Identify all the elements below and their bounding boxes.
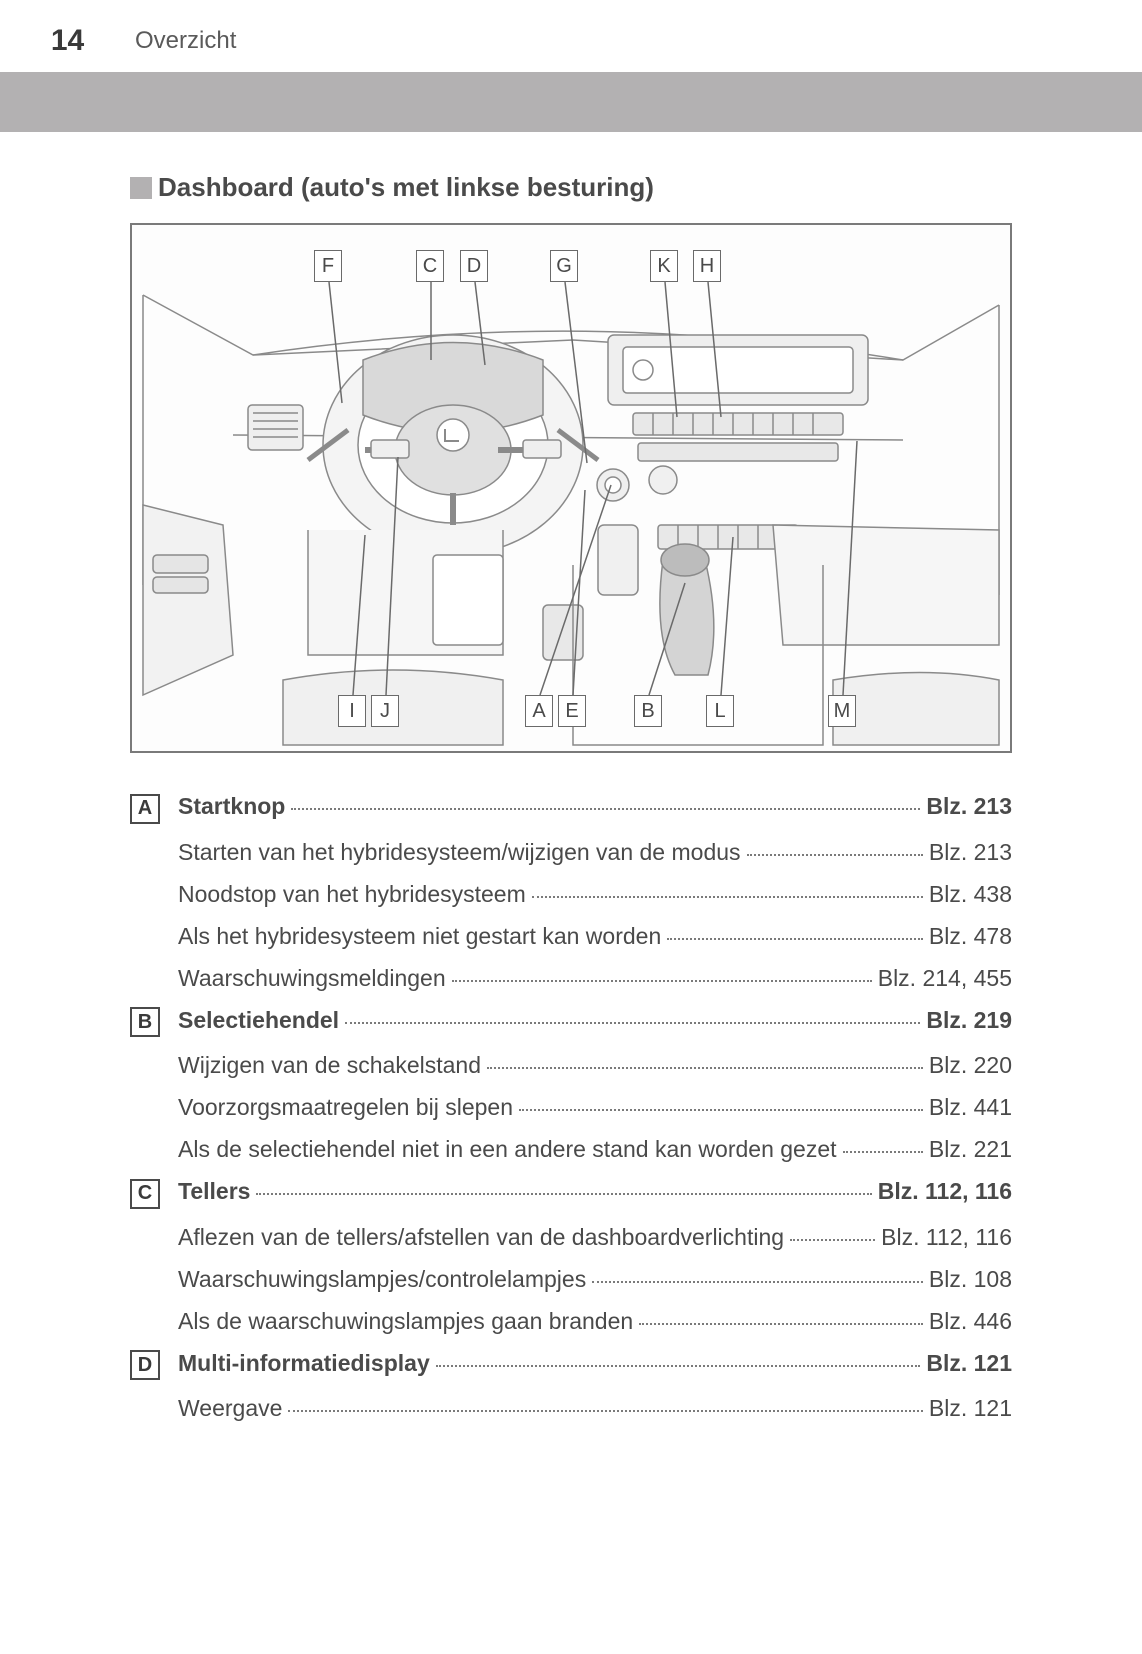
entry-leader-dots — [452, 980, 872, 982]
index-entry: Als de waarschuwingslampjes gaan branden… — [130, 1308, 1012, 1335]
entry-leader-dots — [288, 1410, 922, 1412]
callout-g: G — [550, 250, 578, 282]
index-entry: Aflezen van de tellers/afstellen van de … — [130, 1224, 1012, 1251]
index-entry: Waarschuwingslampjes/controlelampjes Blz.… — [130, 1266, 1012, 1293]
entry-page-ref: Blz. 221 — [929, 1136, 1012, 1163]
callout-i: I — [338, 695, 366, 727]
entry-page-ref: Blz. 108 — [929, 1266, 1012, 1293]
gray-band — [0, 72, 1142, 132]
entry-label: Tellers — [178, 1178, 250, 1205]
section-title: Dashboard (auto's met linkse besturing) — [158, 172, 654, 203]
entry-label: Als de waarschuwingslampjes gaan branden — [178, 1308, 633, 1335]
index-entry: Als de selectiehendel niet in een andere… — [130, 1136, 1012, 1163]
entry-leader-dots — [291, 808, 920, 810]
entry-label: Wijzigen van de schakelstand — [178, 1052, 481, 1079]
index-entry: A Startknop Blz. 213 — [130, 793, 1012, 824]
index-entry: Als het hybridesysteem niet gestart kan … — [130, 923, 1012, 950]
page-content: Dashboard (auto's met linkse besturing) — [0, 132, 1142, 1422]
index-entry: Weergave Blz. 121 — [130, 1395, 1012, 1422]
entry-label: Waarschuwingslampjes/controlelampjes — [178, 1266, 586, 1293]
entry-label: Als het hybridesysteem niet gestart kan … — [178, 923, 661, 950]
index-entry: C Tellers Blz. 112, 116 — [130, 1178, 1012, 1209]
callout-m: M — [828, 695, 856, 727]
index-entry: D Multi-informatiedisplay Blz. 121 — [130, 1350, 1012, 1381]
entry-letter-b: B — [130, 1007, 160, 1037]
page-number: 14 — [0, 24, 135, 58]
entry-leader-dots — [747, 854, 923, 856]
callout-d: D — [460, 250, 488, 282]
entry-page-ref: Blz. 220 — [929, 1052, 1012, 1079]
index-entry: Waarschuwingsmeldingen Blz. 214, 455 — [130, 965, 1012, 992]
callout-j: J — [371, 695, 399, 727]
index-entry: B Selectiehendel Blz. 219 — [130, 1007, 1012, 1038]
index-entry: Voorzorgsmaatregelen bij slepen Blz. 441 — [130, 1094, 1012, 1121]
callout-f: F — [314, 250, 342, 282]
dashboard-illustration — [132, 225, 1010, 751]
entry-letter-a: A — [130, 794, 160, 824]
callout-l: L — [706, 695, 734, 727]
callout-k: K — [650, 250, 678, 282]
page-header: 14 Overzicht — [0, 0, 1142, 72]
entry-page-ref: Blz. 214, 455 — [878, 965, 1012, 992]
callout-b: B — [634, 695, 662, 727]
entry-letter-d: D — [130, 1350, 160, 1380]
entry-label: Starten van het hybridesysteem/wijzigen … — [178, 839, 741, 866]
entry-page-ref: Blz. 121 — [926, 1350, 1012, 1377]
index-entry: Noodstop van het hybridesysteem Blz. 438 — [130, 881, 1012, 908]
entry-label: Als de selectiehendel niet in een andere… — [178, 1136, 837, 1163]
bullet-square-icon — [130, 177, 152, 199]
entry-page-ref: Blz. 121 — [929, 1395, 1012, 1422]
entry-leader-dots — [519, 1109, 923, 1111]
entry-page-ref: Blz. 438 — [929, 881, 1012, 908]
entry-label: Selectiehendel — [178, 1007, 339, 1034]
entry-label: Waarschuwingsmeldingen — [178, 965, 446, 992]
entry-leader-dots — [667, 938, 923, 940]
entry-letter-c: C — [130, 1179, 160, 1209]
callout-e: E — [558, 695, 586, 727]
header-title: Overzicht — [135, 27, 236, 55]
entry-page-ref: Blz. 219 — [926, 1007, 1012, 1034]
callout-h: H — [693, 250, 721, 282]
entry-page-ref: Blz. 213 — [929, 839, 1012, 866]
entry-leader-dots — [790, 1239, 875, 1241]
entry-label: Noodstop van het hybridesysteem — [178, 881, 526, 908]
entry-page-ref: Blz. 441 — [929, 1094, 1012, 1121]
entry-leader-dots — [532, 896, 923, 898]
dashboard-diagram: F CD G KH IJ AE B L M — [130, 223, 1012, 753]
entry-leader-dots — [487, 1067, 923, 1069]
entry-leader-dots — [592, 1281, 923, 1283]
entry-page-ref: Blz. 112, 116 — [881, 1224, 1012, 1251]
entry-leader-dots — [639, 1323, 923, 1325]
index-entry: Starten van het hybridesysteem/wijzigen … — [130, 839, 1012, 866]
entry-leader-dots — [256, 1193, 871, 1195]
entry-leader-dots — [843, 1151, 923, 1153]
entry-page-ref: Blz. 478 — [929, 923, 1012, 950]
entry-leader-dots — [345, 1022, 920, 1024]
entry-label: Multi-informatiedisplay — [178, 1350, 430, 1377]
entry-page-ref: Blz. 446 — [929, 1308, 1012, 1335]
entry-page-ref: Blz. 213 — [926, 793, 1012, 820]
callout-c: C — [416, 250, 444, 282]
entry-label: Voorzorgsmaatregelen bij slepen — [178, 1094, 513, 1121]
section-heading: Dashboard (auto's met linkse besturing) — [130, 172, 1012, 203]
entry-leader-dots — [436, 1365, 921, 1367]
callout-a: A — [525, 695, 553, 727]
entry-label: Startknop — [178, 793, 285, 820]
index-entry: Wijzigen van de schakelstand Blz. 220 — [130, 1052, 1012, 1079]
entry-label: Weergave — [178, 1395, 282, 1422]
entry-label: Aflezen van de tellers/afstellen van de … — [178, 1224, 784, 1251]
entry-page-ref: Blz. 112, 116 — [878, 1178, 1012, 1205]
index-entries: A Startknop Blz. 213 Starten van het hybrid… — [130, 793, 1012, 1422]
